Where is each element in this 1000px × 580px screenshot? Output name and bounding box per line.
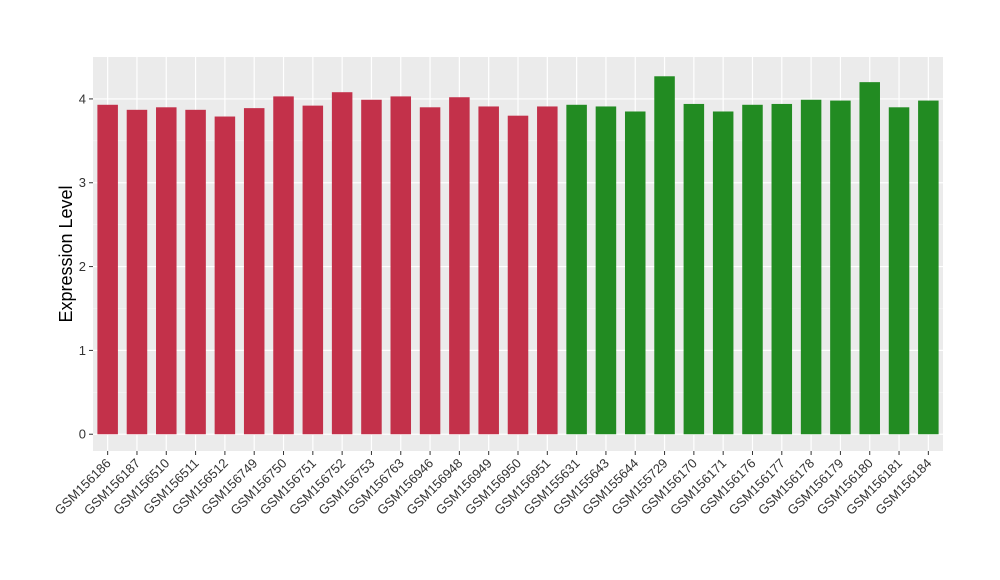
bar xyxy=(859,82,880,435)
bar xyxy=(361,99,382,435)
bar xyxy=(830,100,851,435)
bar xyxy=(918,100,939,435)
bar xyxy=(800,99,822,435)
x-axis: GSM156186GSM156187GSM156510GSM156511GSM1… xyxy=(52,451,934,518)
bar xyxy=(156,107,177,435)
bar xyxy=(185,109,206,435)
y-axis-title: Expression Level xyxy=(56,185,76,322)
bar xyxy=(419,107,441,435)
y-tick-label: 1 xyxy=(79,343,86,358)
bar xyxy=(712,111,734,435)
bar xyxy=(566,104,587,435)
bar xyxy=(742,104,763,435)
y-tick-label: 2 xyxy=(79,259,86,274)
bar xyxy=(654,76,675,435)
y-tick-label: 0 xyxy=(79,427,86,442)
bar xyxy=(624,111,646,435)
bar xyxy=(507,115,529,435)
bar xyxy=(478,106,499,435)
bar xyxy=(302,105,324,435)
bar xyxy=(771,103,793,435)
bar xyxy=(390,96,412,435)
y-tick-label: 4 xyxy=(79,91,86,106)
bar xyxy=(331,92,353,435)
bar xyxy=(537,106,558,435)
bar xyxy=(683,103,705,435)
bar xyxy=(595,106,617,435)
bar xyxy=(888,107,910,435)
y-axis: 0 1 2 3 4 xyxy=(79,91,93,442)
bars xyxy=(97,76,939,435)
bar xyxy=(273,96,294,435)
bar xyxy=(243,108,265,435)
bar xyxy=(214,116,236,435)
y-tick-label: 3 xyxy=(79,175,86,190)
bar xyxy=(126,109,148,435)
bar xyxy=(97,104,118,435)
bar xyxy=(449,97,470,435)
